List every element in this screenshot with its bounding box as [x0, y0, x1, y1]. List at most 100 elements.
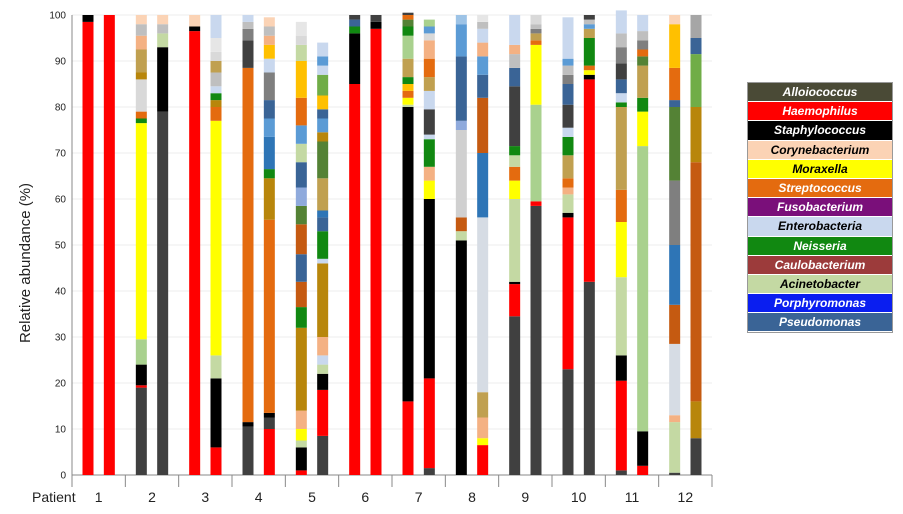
- bar-segment: [157, 33, 169, 48]
- bar-segment: [295, 97, 307, 126]
- bar-segment: [509, 44, 521, 55]
- bar-segment: [242, 426, 254, 475]
- x-axis-label: Patient: [32, 489, 76, 505]
- bar-segment: [562, 74, 574, 84]
- bar-segment: [509, 284, 521, 317]
- bar-segment: [615, 189, 627, 222]
- bar-segment: [370, 15, 382, 22]
- bar-segment: [317, 74, 329, 96]
- bar-segment: [509, 155, 521, 167]
- bar-segment: [157, 15, 169, 25]
- bar-segment: [295, 44, 307, 61]
- x-tick-label: 2: [148, 489, 156, 505]
- bar-segment: [263, 35, 275, 45]
- bar-segment: [509, 166, 521, 181]
- bar-segment: [317, 210, 329, 218]
- bar-segment: [242, 67, 254, 423]
- bar-segment: [562, 178, 574, 188]
- legend-entry: Haemophilus: [748, 102, 892, 122]
- bar-segment: [669, 15, 681, 25]
- bar-segment: [210, 38, 222, 52]
- legend-entry: Porphyromonas: [748, 294, 892, 314]
- bar-segment: [189, 15, 201, 27]
- bar-segment: [455, 240, 467, 475]
- bar-segment: [402, 84, 414, 91]
- bar-segment: [135, 35, 147, 50]
- bar-segment: [370, 28, 382, 476]
- bar-segment: [477, 392, 489, 418]
- bar-segment: [295, 447, 307, 471]
- bar-segment: [210, 355, 222, 379]
- bar-segment: [669, 304, 681, 344]
- bar-segment: [530, 40, 542, 45]
- bar-segment: [189, 31, 201, 475]
- bar-segment: [263, 26, 275, 36]
- bar-segment: [135, 118, 147, 124]
- bar-segment: [423, 109, 435, 135]
- legend-entry: Neisseria: [748, 236, 892, 256]
- bar-segment: [562, 217, 574, 370]
- bar-segment: [690, 401, 702, 439]
- legend-entry: Caulobacterium: [748, 255, 892, 275]
- bar-segment: [135, 339, 147, 365]
- bar-segment: [295, 440, 307, 448]
- bar-segment: [423, 139, 435, 167]
- bar-segment: [82, 15, 94, 22]
- bar-segment: [562, 136, 574, 156]
- bar-segment: [530, 24, 542, 29]
- bar-segment: [477, 97, 489, 153]
- bar-segment: [562, 65, 574, 75]
- bar-segment: [317, 389, 329, 436]
- bar-segment: [423, 378, 435, 469]
- x-tick-label: 1: [95, 489, 103, 505]
- bar-segment: [317, 435, 329, 475]
- bar-segment: [317, 337, 329, 356]
- bar-segment: [242, 422, 254, 427]
- bar-segment: [637, 40, 649, 50]
- bar-segment: [615, 79, 627, 94]
- y-axis-label: Relative abundance (%): [17, 183, 34, 343]
- bar-segment: [615, 380, 627, 471]
- bar-segment: [402, 401, 414, 475]
- bar-segment: [295, 21, 307, 36]
- bar-segment: [669, 24, 681, 68]
- bar-segment: [637, 431, 649, 466]
- legend-entry: Pseudomonas: [748, 313, 892, 333]
- bar-segment: [583, 281, 595, 475]
- legend-entry: Enterobacteria: [748, 217, 892, 237]
- bar-segment: [295, 281, 307, 308]
- bar-segment: [210, 447, 222, 475]
- bar-segment: [637, 65, 649, 98]
- bar-segment: [509, 281, 521, 285]
- bar-segment: [157, 111, 169, 475]
- bar-segment: [615, 470, 627, 475]
- y-tick-label: 70: [55, 149, 67, 160]
- bar-segment: [423, 199, 435, 379]
- bar-segment: [263, 136, 275, 170]
- bar-segment: [509, 146, 521, 156]
- bar-segment: [263, 429, 275, 475]
- bar-segment: [583, 79, 595, 282]
- bar-segment: [562, 104, 574, 128]
- bar-segment: [349, 84, 361, 475]
- bar-segment: [477, 21, 489, 29]
- x-tick-label: 5: [308, 489, 316, 505]
- bar-segment: [135, 123, 147, 340]
- bar-segment: [477, 74, 489, 98]
- bar-segment: [530, 15, 542, 25]
- bar-segment: [242, 15, 254, 22]
- bar-segment: [509, 67, 521, 87]
- bar-segment: [477, 445, 489, 475]
- bar-segment: [317, 109, 329, 119]
- bar-segment: [157, 24, 169, 34]
- bar-segment: [583, 19, 595, 25]
- bar-segment: [263, 219, 275, 413]
- y-tick-label: 80: [55, 103, 67, 114]
- legend: Alloiococcus Haemophilus Staphylococcus Cor…: [747, 82, 893, 334]
- bar-segment: [509, 199, 521, 282]
- bar-segment: [423, 26, 435, 34]
- bar-segment: [402, 35, 414, 59]
- bar-segment: [317, 42, 329, 57]
- bar-segment: [455, 231, 467, 241]
